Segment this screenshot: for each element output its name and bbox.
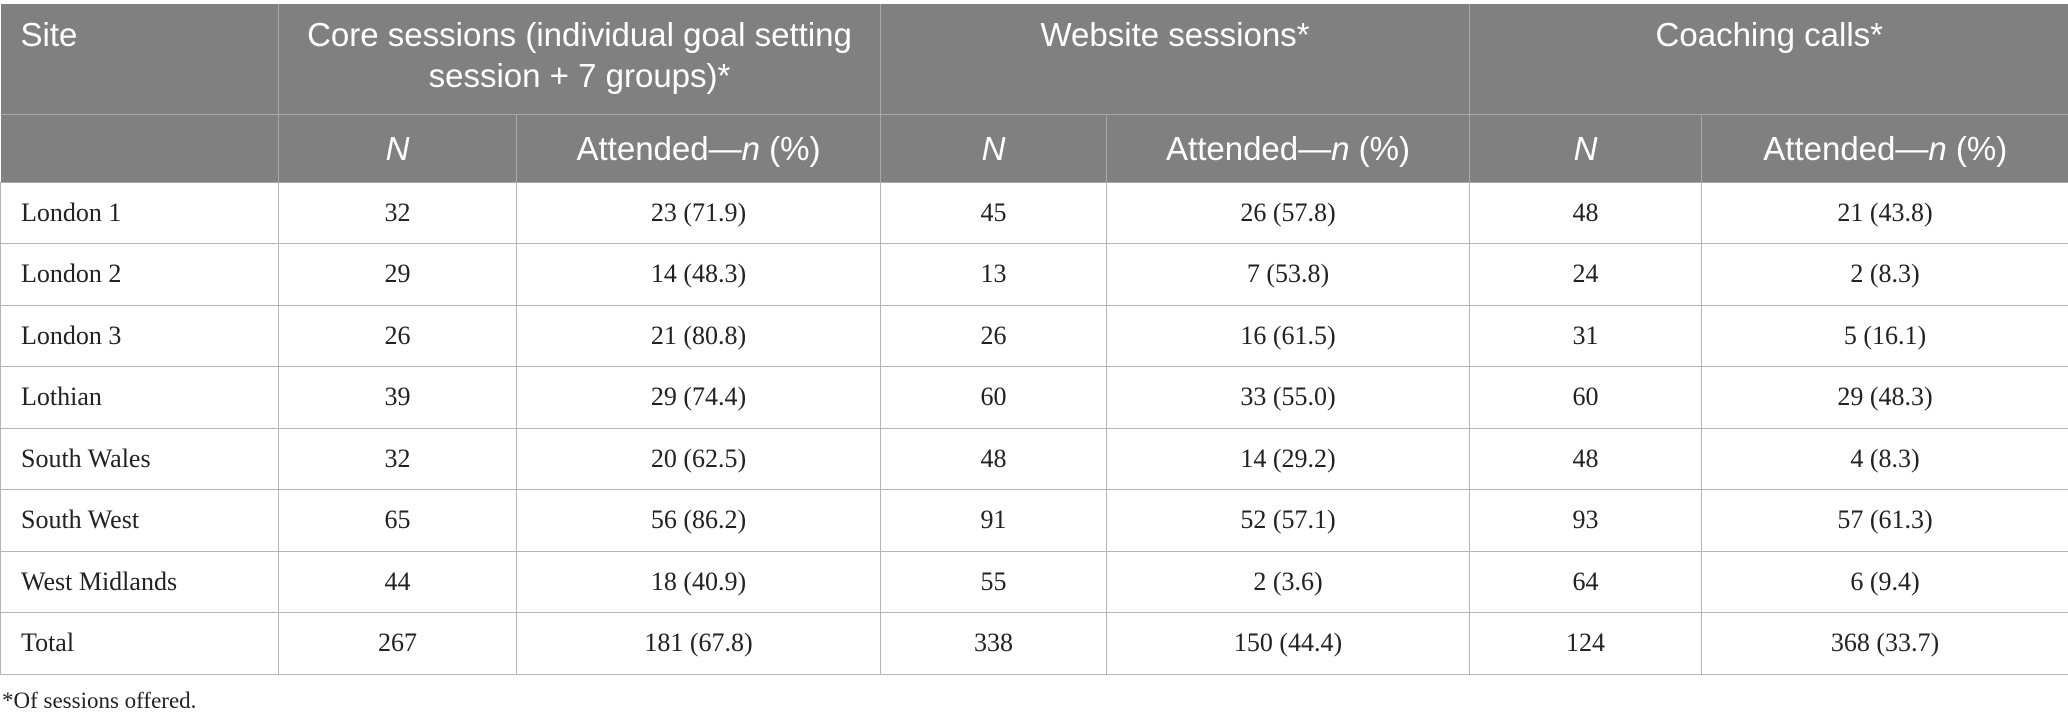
attendance-table: Site Core sessions (individual goal sett…: [0, 4, 2068, 675]
cell-coaching-attended: 5 (16.1): [1701, 305, 2068, 367]
cell-core-attended: 14 (48.3): [516, 243, 881, 306]
header-core-sessions: Core sessions (individual goal setting s…: [278, 4, 881, 115]
cell-coaching-attended: 6 (9.4): [1701, 551, 2068, 613]
cell-site: West Midlands: [0, 551, 279, 613]
cell-website-n: 48: [880, 428, 1107, 490]
cell-core-n: 44: [278, 551, 517, 613]
header-site: Site: [0, 4, 279, 115]
cell-coaching-n: 60: [1469, 366, 1703, 429]
header-website-attended: Attended—n (%): [1106, 114, 1471, 183]
attended-n: n: [741, 129, 760, 167]
attended-suffix: (%): [1946, 129, 2008, 167]
table-header: Site Core sessions (individual goal sett…: [0, 4, 2068, 183]
table-row: Lothian 39 29 (74.4) 60 33 (55.0) 60 29 …: [0, 366, 2068, 429]
cell-coaching-n: 48: [1469, 428, 1703, 490]
cell-coaching-n: 64: [1469, 551, 1703, 613]
cell-site: South Wales: [0, 428, 279, 490]
cell-website-attended: 14 (29.2): [1106, 428, 1471, 490]
cell-site: London 2: [0, 243, 279, 306]
attended-suffix: (%): [1349, 129, 1410, 167]
cell-coaching-attended: 21 (43.8): [1701, 182, 2068, 244]
table-footnote: *Of sessions offered.: [2, 688, 197, 713]
attended-prefix: Attended—: [1166, 129, 1332, 167]
attended-prefix: Attended—: [1763, 129, 1929, 167]
attended-n: n: [1928, 129, 1947, 167]
attended-prefix: Attended—: [576, 129, 742, 167]
header-website-sessions: Website sessions*: [880, 4, 1471, 115]
cell-core-attended: 56 (86.2): [516, 489, 881, 552]
table-row: South Wales 32 20 (62.5) 48 14 (29.2) 48…: [0, 428, 2068, 490]
cell-core-attended: 20 (62.5): [516, 428, 881, 490]
cell-website-attended: 2 (3.6): [1106, 551, 1471, 613]
cell-website-n: 45: [880, 182, 1107, 244]
cell-coaching-n: 124: [1469, 612, 1703, 675]
cell-coaching-attended: 29 (48.3): [1701, 366, 2068, 429]
cell-coaching-attended: 57 (61.3): [1701, 489, 2068, 552]
cell-coaching-attended: 368 (33.7): [1701, 612, 2068, 675]
cell-website-n: 55: [880, 551, 1107, 613]
cell-core-n: 26: [278, 305, 517, 367]
table-row-total: Total 267 181 (67.8) 338 150 (44.4) 124 …: [0, 612, 2068, 675]
cell-website-n: 26: [880, 305, 1107, 367]
cell-core-n: 65: [278, 489, 517, 552]
cell-core-n: 39: [278, 366, 517, 429]
cell-website-attended: 52 (57.1): [1106, 489, 1471, 552]
cell-core-attended: 23 (71.9): [516, 182, 881, 244]
cell-website-attended: 150 (44.4): [1106, 612, 1471, 675]
cell-coaching-n: 93: [1469, 489, 1703, 552]
cell-coaching-attended: 2 (8.3): [1701, 243, 2068, 306]
attendance-table-container: Site Core sessions (individual goal sett…: [0, 4, 2068, 675]
cell-core-n: 32: [278, 428, 517, 490]
cell-core-n: 29: [278, 243, 517, 306]
cell-website-attended: 33 (55.0): [1106, 366, 1471, 429]
cell-coaching-n: 24: [1469, 243, 1703, 306]
cell-site: London 3: [0, 305, 279, 367]
table-row: London 3 26 21 (80.8) 26 16 (61.5) 31 5 …: [0, 305, 2068, 367]
cell-coaching-n: 31: [1469, 305, 1703, 367]
attended-n: n: [1331, 129, 1350, 167]
cell-site: South West: [0, 489, 279, 552]
header-coaching-attended: Attended—n (%): [1701, 114, 2068, 183]
cell-core-attended: 21 (80.8): [516, 305, 881, 367]
cell-website-attended: 7 (53.8): [1106, 243, 1471, 306]
cell-website-n: 91: [880, 489, 1107, 552]
cell-website-n: 338: [880, 612, 1107, 675]
header-row-groups: Site Core sessions (individual goal sett…: [0, 4, 2068, 115]
header-coaching-calls: Coaching calls*: [1469, 4, 2068, 115]
cell-coaching-n: 48: [1469, 182, 1703, 244]
cell-core-n: 267: [278, 612, 517, 675]
cell-core-n: 32: [278, 182, 517, 244]
cell-site: Total: [0, 612, 279, 675]
header-row-subcolumns: N Attended—n (%) N Attended—n (%) N Atte…: [0, 114, 2068, 183]
header-coaching-n: N: [1469, 114, 1703, 183]
table-row: London 1 32 23 (71.9) 45 26 (57.8) 48 21…: [0, 182, 2068, 244]
table-row: West Midlands 44 18 (40.9) 55 2 (3.6) 64…: [0, 551, 2068, 613]
cell-coaching-attended: 4 (8.3): [1701, 428, 2068, 490]
cell-website-n: 13: [880, 243, 1107, 306]
cell-site: London 1: [0, 182, 279, 244]
header-blank: [0, 114, 279, 183]
cell-site: Lothian: [0, 366, 279, 429]
table-body: London 1 32 23 (71.9) 45 26 (57.8) 48 21…: [0, 182, 2068, 675]
header-core-n: N: [278, 114, 517, 183]
table-row: London 2 29 14 (48.3) 13 7 (53.8) 24 2 (…: [0, 243, 2068, 306]
cell-core-attended: 18 (40.9): [516, 551, 881, 613]
table-row: South West 65 56 (86.2) 91 52 (57.1) 93 …: [0, 489, 2068, 552]
cell-website-n: 60: [880, 366, 1107, 429]
cell-core-attended: 29 (74.4): [516, 366, 881, 429]
cell-website-attended: 16 (61.5): [1106, 305, 1471, 367]
cell-core-attended: 181 (67.8): [516, 612, 881, 675]
header-website-n: N: [880, 114, 1107, 183]
header-core-attended: Attended—n (%): [516, 114, 881, 183]
attended-suffix: (%): [759, 129, 821, 167]
cell-website-attended: 26 (57.8): [1106, 182, 1471, 244]
